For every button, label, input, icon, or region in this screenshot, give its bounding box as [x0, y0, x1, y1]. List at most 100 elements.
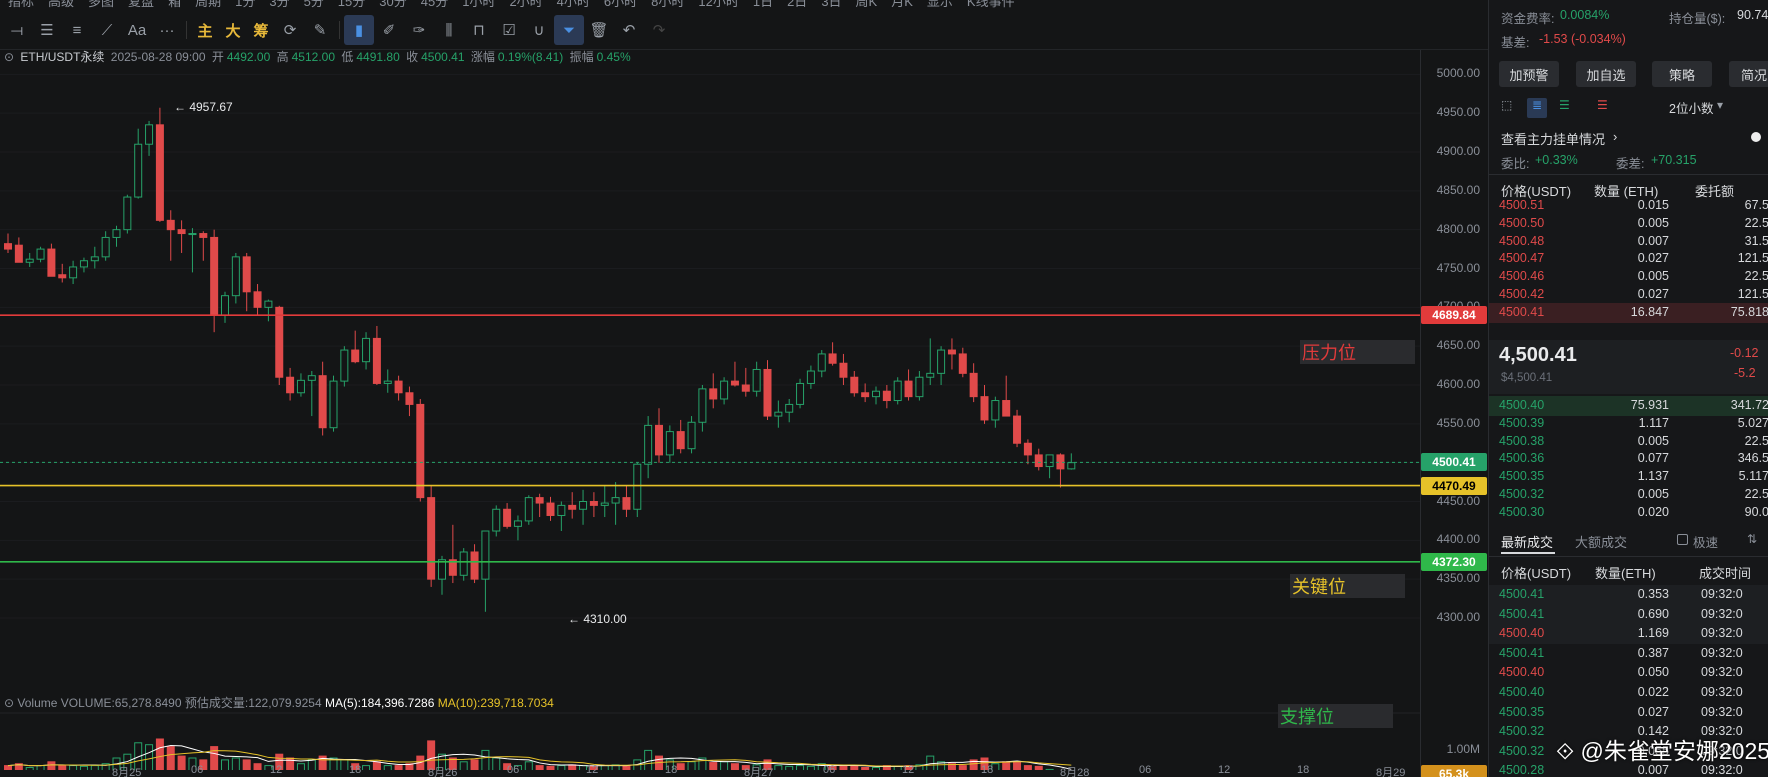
period-item-5[interactable]: 周期 — [195, 0, 222, 9]
strategy-button[interactable]: 策略 — [1652, 61, 1712, 87]
open-label: 开 — [211, 50, 224, 64]
candlestick-chart[interactable]: ← 4957.67 ← 4310.00 — [0, 50, 1420, 770]
bid-row[interactable]: 4500.38 0.005 22.5 — [1489, 432, 1768, 452]
period-item-19[interactable]: 2日 — [787, 0, 808, 9]
tab-latest-trades[interactable]: 最新成交 — [1501, 535, 1554, 550]
horizontal-line-icon[interactable]: ⟞ — [10, 21, 24, 39]
bid-row[interactable]: 4500.36 0.077 346.5 — [1489, 449, 1768, 469]
bid-row[interactable]: 4500.32 0.005 22.5 — [1489, 485, 1768, 505]
trade-time: 09:32:0 — [1701, 606, 1743, 621]
sort-icon[interactable]: ⇅ — [1747, 532, 1758, 546]
ask-row[interactable]: 4500.51 0.015 67.5 — [1489, 196, 1768, 216]
ruler-icon[interactable]: ✐ — [382, 22, 396, 39]
bid-row[interactable]: 4500.30 0.020 90.0 — [1489, 503, 1768, 523]
resistance-label: 压力位 — [1300, 340, 1415, 364]
chips-button[interactable]: 筹 — [253, 22, 269, 40]
ask-row[interactable]: 4500.50 0.005 22.5 — [1489, 214, 1768, 234]
trash-icon[interactable]: 🗑 — [589, 22, 609, 39]
bid-row[interactable]: 4500.39 1.117 5.027 — [1489, 414, 1768, 434]
period-item-3[interactable]: 复盘 — [128, 0, 155, 9]
period-item-4[interactable]: 箱 — [168, 0, 182, 9]
period-item-20[interactable]: 3日 — [821, 0, 842, 9]
funding-value: 0.0084% — [1560, 8, 1610, 22]
pen-icon[interactable]: ✑ — [412, 22, 426, 39]
lines-icon[interactable]: ☰ — [40, 22, 54, 39]
magnet-icon[interactable]: ∪ — [533, 22, 545, 39]
period-item-1[interactable]: 高级 — [48, 0, 75, 9]
period-item-10[interactable]: 30分 — [379, 0, 407, 9]
divider — [1489, 556, 1768, 557]
parallel-lines-icon[interactable]: ≡ — [72, 21, 82, 39]
ob-header-qty[interactable]: 数量 (ETH) — [1594, 184, 1659, 199]
bid-row[interactable]: 4500.35 1.137 5.117 — [1489, 467, 1768, 487]
text-tool-button[interactable]: Aa — [127, 21, 147, 39]
large-order-button[interactable]: 大 — [225, 22, 241, 40]
bid-row[interactable]: 4500.40 75.931 341.72 — [1489, 396, 1768, 416]
trend-line-icon[interactable]: ⟋ — [101, 21, 113, 39]
ask-row[interactable]: 4500.41 16.847 75.818 — [1489, 302, 1768, 323]
period-item-21[interactable]: 周K — [855, 0, 878, 9]
both-sides-icon[interactable]: ≣ — [1527, 98, 1547, 118]
tab-large-trades[interactable]: 大额成交 — [1575, 535, 1628, 550]
period-item-24[interactable]: K线事件 — [966, 0, 1015, 9]
eraser-icon[interactable]: ✎ — [313, 22, 327, 39]
candle-up — [481, 530, 490, 580]
period-item-9[interactable]: 15分 — [337, 0, 366, 9]
candle-down — [947, 349, 956, 355]
lock-icon[interactable]: ⊓ — [473, 22, 485, 39]
period-item-14[interactable]: 4小时 — [556, 0, 590, 9]
period-item-22[interactable]: 月K — [891, 0, 913, 9]
last-price-usd: $4,500.41 — [1501, 372, 1553, 384]
candle-down — [427, 497, 436, 580]
change-label: 涨幅 — [470, 50, 495, 64]
candle-up — [264, 300, 273, 308]
more-tools-button[interactable]: ··· — [159, 21, 175, 39]
ask-row[interactable]: 4500.46 0.005 22.5 — [1489, 267, 1768, 287]
candles-icon[interactable]: ⫼ — [445, 21, 453, 39]
refresh-icon[interactable]: ⟳ — [283, 22, 297, 39]
period-item-16[interactable]: 8小时 — [651, 0, 685, 9]
asks-only-icon[interactable]: ☰ — [1597, 98, 1608, 112]
collapse-icon[interactable]: ⊙ — [4, 696, 15, 710]
period-item-8[interactable]: 5分 — [303, 0, 324, 9]
depth-link[interactable]: 查看主力挂单情况 — [1501, 132, 1606, 147]
collapse-icon[interactable]: ⊙ — [4, 50, 15, 64]
period-item-15[interactable]: 6小时 — [603, 0, 638, 9]
period-item-13[interactable]: 2小时 — [509, 0, 543, 9]
bookmark-icon[interactable]: ▮ — [344, 15, 374, 45]
volume-bar — [340, 759, 349, 770]
main-indicator-button[interactable]: 主 — [197, 22, 213, 40]
period-item-0[interactable]: 指标 — [8, 0, 35, 9]
ask-row[interactable]: 4500.47 0.027 121.5 — [1489, 249, 1768, 269]
add-alert-button[interactable]: 加预警 — [1499, 61, 1559, 87]
redo-icon[interactable]: ↷ — [652, 22, 666, 39]
trades-header-qty[interactable]: 数量(ETH) — [1595, 566, 1656, 581]
ask-row[interactable]: 4500.48 0.007 31.5 — [1489, 232, 1768, 252]
order-book-view-icon[interactable]: ⬚ — [1501, 98, 1513, 112]
price-scale[interactable]: 5000.00 4950.00 4900.00 4850.00 4800.00 4750.… — [1420, 50, 1488, 777]
period-item-18[interactable]: 1日 — [752, 0, 774, 9]
undo-icon[interactable]: ↶ — [622, 22, 636, 39]
chart-area[interactable]: 指标 高级 多图 复盘 箱 周期 1分 3分 5分 15分 30分 45分 1小时 2小时 4小时 6小时 8小… — [0, 0, 1488, 777]
period-item-11[interactable]: 45分 — [420, 0, 449, 9]
position-value: 90.74 — [1737, 8, 1768, 22]
fast-checkbox[interactable] — [1677, 534, 1688, 545]
period-item-12[interactable]: 1小时 — [462, 0, 496, 9]
period-item-23[interactable]: 显示 — [926, 0, 953, 9]
filter-icon[interactable]: ⏷ — [554, 15, 584, 45]
bids-only-icon[interactable]: ☰ — [1559, 98, 1570, 112]
ob-qty: 0.077 — [1637, 451, 1669, 466]
add-watchlist-button[interactable]: 加自选 — [1576, 61, 1636, 87]
period-item-6[interactable]: 1分 — [235, 0, 256, 9]
period-item-17[interactable]: 12小时 — [698, 0, 739, 9]
overview-button[interactable]: 简况 — [1729, 61, 1768, 87]
period-item-7[interactable]: 3分 — [269, 0, 290, 9]
ask-row[interactable]: 4500.42 0.027 121.5 — [1489, 285, 1768, 305]
candle-down — [1013, 415, 1022, 444]
period-item-2[interactable]: 多图 — [88, 0, 115, 9]
decimals-select[interactable]: 2位小数 — [1669, 102, 1714, 116]
time-tick: 12 — [270, 764, 283, 776]
toggle-icon[interactable] — [1751, 132, 1761, 142]
checklist-icon[interactable]: ☑ — [502, 22, 516, 39]
candle-up — [1045, 454, 1054, 468]
